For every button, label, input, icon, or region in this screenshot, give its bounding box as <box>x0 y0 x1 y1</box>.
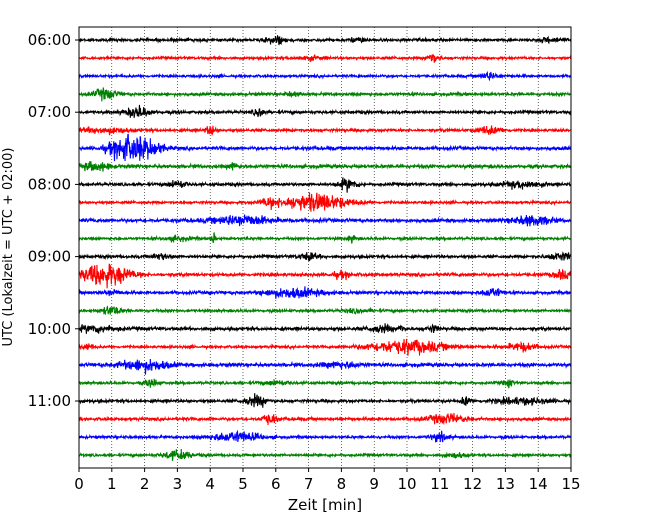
seismogram-trace <box>78 413 572 426</box>
x-tick-label: 5 <box>238 475 248 493</box>
x-tick-label: 15 <box>561 475 580 493</box>
y-tick-label: 10:00 <box>28 320 71 338</box>
seismogram-trace <box>78 35 572 46</box>
seismogram-trace <box>78 177 572 193</box>
x-tick-label: 2 <box>140 475 150 493</box>
seismogram-traces <box>78 35 572 461</box>
seismogram-trace <box>78 125 572 137</box>
x-tick-label: 8 <box>337 475 347 493</box>
seismogram-trace <box>78 192 572 212</box>
seismogram-trace <box>78 87 572 102</box>
x-tick-label: 1 <box>107 475 117 493</box>
x-tick-label: 13 <box>496 475 515 493</box>
y-axis-ticks: 06:00 07:00 08:00 09:00 10:00 11:00 <box>28 31 79 410</box>
seismogram-trace <box>78 323 572 334</box>
seismogram-trace <box>78 263 572 289</box>
seismogram-trace <box>78 286 572 299</box>
seismogram-trace <box>78 70 572 82</box>
plot-area <box>79 27 571 468</box>
seismogram-trace <box>78 232 572 244</box>
seismogram-trace <box>78 305 572 316</box>
seismogram-trace <box>78 214 572 227</box>
y-tick-label: 11:00 <box>28 392 71 410</box>
x-tick-label: 11 <box>430 475 449 493</box>
y-axis-label: UTC (Lokalzeit = UTC + 02:00) <box>1 148 16 347</box>
x-tick-label: 14 <box>529 475 548 493</box>
x-tick-label: 7 <box>304 475 314 493</box>
seismogram-trace <box>78 160 572 172</box>
x-tick-label: 12 <box>463 475 482 493</box>
y-tick-label: 09:00 <box>28 248 71 266</box>
seismogram-trace <box>78 429 572 443</box>
x-tick-label: 9 <box>369 475 379 493</box>
x-axis-label: Zeit [min] <box>288 496 362 514</box>
seismogram-trace <box>78 251 572 262</box>
y-tick-label: 08:00 <box>28 175 71 193</box>
seismogram-trace <box>78 393 572 408</box>
x-tick-label: 0 <box>74 475 84 493</box>
seismogram-trace <box>78 448 572 461</box>
seismogram-trace <box>78 358 572 375</box>
x-tick-label: 10 <box>397 475 416 493</box>
seismogram-trace <box>78 133 572 162</box>
plot-frame <box>78 26 572 469</box>
y-tick-label: 06:00 <box>28 31 71 49</box>
x-tick-label: 6 <box>271 475 281 493</box>
x-axis-ticks: 0 1 2 3 4 5 6 7 8 9 10 11 12 13 14 15 <box>74 468 581 493</box>
x-tick-label: 4 <box>205 475 215 493</box>
seismogram-trace <box>78 104 572 118</box>
seismogram-trace <box>78 53 572 63</box>
seismogram-trace <box>78 338 572 356</box>
y-tick-label: 07:00 <box>28 103 71 121</box>
seismogram-trace <box>78 378 572 389</box>
x-tick-label: 3 <box>173 475 183 493</box>
